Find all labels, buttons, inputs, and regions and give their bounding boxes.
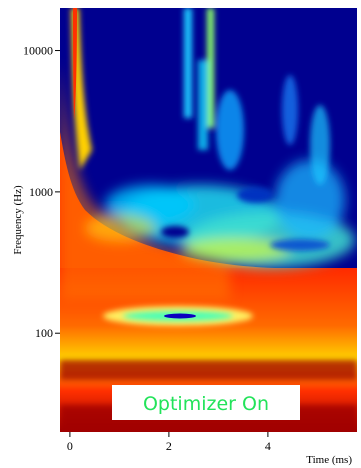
y-tick-label: 10000 xyxy=(23,44,53,58)
high-frequency-ridge xyxy=(184,8,330,185)
x-tick-label: 4 xyxy=(265,439,271,453)
y-tick-label: 1000 xyxy=(29,185,53,199)
y-tick-label: 100 xyxy=(35,326,53,340)
annotation-badge: Optimizer On xyxy=(112,385,300,420)
dark-band-lower xyxy=(60,360,357,380)
mid-frequency-gaps xyxy=(161,187,330,251)
y-axis: 100 1000 10000 xyxy=(23,44,60,340)
x-axis: 0 2 4 xyxy=(67,432,271,453)
x-tick-label: 2 xyxy=(166,439,172,453)
x-axis-label: Time (ms) xyxy=(306,454,352,466)
onset-ridge xyxy=(71,8,92,170)
x-tick-label: 0 xyxy=(67,439,73,453)
annotation-text: Optimizer On xyxy=(143,393,269,415)
band-120hz xyxy=(103,306,253,326)
y-axis-label: Frequency (Hz) xyxy=(12,185,24,255)
mid-frequency-region xyxy=(85,160,355,268)
